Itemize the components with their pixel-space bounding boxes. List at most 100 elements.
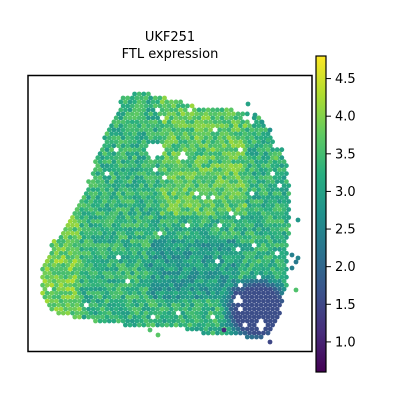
tissue-spot — [254, 319, 259, 324]
tissue-spot — [45, 283, 50, 288]
tissue-spot — [197, 299, 202, 304]
tissue-spot — [52, 247, 57, 252]
tissue-spot — [164, 147, 169, 152]
tissue-spot — [181, 199, 186, 204]
tissue-spot — [210, 139, 215, 144]
tissue-spot — [153, 255, 158, 260]
tissue-spot — [197, 123, 202, 128]
tissue-spot — [137, 315, 142, 320]
tissue-spot — [146, 275, 151, 280]
tissue-spot — [178, 243, 183, 248]
tissue-spot — [217, 175, 222, 180]
tissue-spot — [128, 108, 133, 113]
tissue-spot — [77, 219, 82, 224]
tissue-spot — [222, 328, 227, 333]
tissue-spot — [61, 231, 66, 236]
tissue-spot — [197, 323, 202, 328]
tissue-spot — [98, 295, 103, 300]
tissue-spot — [227, 151, 232, 156]
tissue-spot — [132, 139, 137, 144]
tissue-spot — [79, 223, 84, 228]
tissue-spot — [162, 279, 167, 284]
tissue-spot — [82, 211, 87, 216]
tissue-spot — [153, 279, 158, 284]
tissue-spot — [176, 303, 181, 308]
tissue-spot — [240, 255, 245, 260]
tissue-spot — [72, 315, 77, 320]
tissue-spot — [294, 288, 299, 293]
tissue-spot — [59, 235, 64, 240]
tissue-spot — [183, 323, 188, 328]
tissue-spot — [72, 275, 77, 280]
tissue-spot — [100, 283, 105, 288]
tissue-spot — [250, 199, 255, 204]
tissue-spot — [160, 187, 165, 192]
tissue-spot — [183, 275, 188, 280]
tissue-spot — [236, 151, 241, 156]
tissue-spot — [114, 187, 119, 192]
tissue-spot — [176, 175, 181, 180]
tissue-spot — [52, 279, 57, 284]
tissue-spot — [247, 299, 252, 304]
tissue-spot — [128, 187, 133, 192]
tissue-spot — [123, 195, 128, 200]
tissue-spot — [128, 315, 133, 320]
tissue-spot — [66, 311, 71, 316]
tissue-spot — [263, 255, 268, 260]
tissue-spot — [105, 267, 110, 272]
tissue-spot — [238, 171, 243, 176]
tissue-spot — [229, 195, 234, 200]
tissue-spot — [215, 187, 220, 192]
tissue-spot — [243, 195, 248, 200]
tissue-spot — [114, 315, 119, 320]
tissue-spot — [266, 275, 271, 280]
tissue-spot — [160, 139, 165, 144]
tissue-spot — [224, 203, 229, 208]
tissue-spot — [141, 108, 146, 113]
tissue-spot — [43, 279, 48, 284]
tissue-spot — [215, 163, 220, 168]
tissue-spot — [135, 295, 140, 300]
tissue-spot — [247, 315, 252, 320]
tissue-spot — [270, 227, 275, 232]
tissue-spot — [192, 147, 197, 152]
tissue-spot — [95, 283, 100, 288]
tissue-spot — [66, 295, 71, 300]
tissue-spot — [236, 183, 241, 188]
tissue-spot — [229, 275, 234, 280]
tissue-spot — [93, 199, 98, 204]
tissue-spot — [93, 207, 98, 212]
tissue-spot — [151, 275, 156, 280]
tissue-spot — [125, 127, 130, 132]
tissue-spot — [141, 147, 146, 152]
tissue-spot — [266, 203, 271, 208]
tissue-spot — [148, 271, 153, 276]
tissue-spot — [243, 275, 248, 280]
tissue-spot — [118, 299, 123, 304]
tissue-spot — [141, 299, 146, 304]
tissue-spot — [144, 247, 149, 252]
tissue-spot — [204, 319, 209, 324]
tissue-spot — [224, 195, 229, 200]
tissue-spot — [178, 323, 183, 328]
tissue-spot — [284, 203, 289, 208]
tissue-spot — [75, 223, 80, 228]
tissue-spot — [185, 271, 190, 276]
tissue-spot — [171, 271, 176, 276]
tissue-spot — [114, 227, 119, 232]
tissue-spot — [238, 116, 243, 121]
tissue-spot — [174, 100, 179, 105]
tissue-spot — [181, 183, 186, 188]
tissue-spot — [118, 203, 123, 208]
tissue-spot — [206, 251, 211, 256]
tissue-spot — [171, 295, 176, 300]
tissue-spot — [252, 299, 257, 304]
tissue-spot — [139, 271, 144, 276]
tissue-spot — [63, 227, 68, 232]
tissue-spot — [284, 235, 289, 240]
tissue-spot — [238, 291, 243, 296]
tissue-spot — [266, 235, 271, 240]
tissue-spot — [40, 283, 45, 288]
tissue-spot — [174, 227, 179, 232]
tissue-spot — [247, 243, 252, 248]
